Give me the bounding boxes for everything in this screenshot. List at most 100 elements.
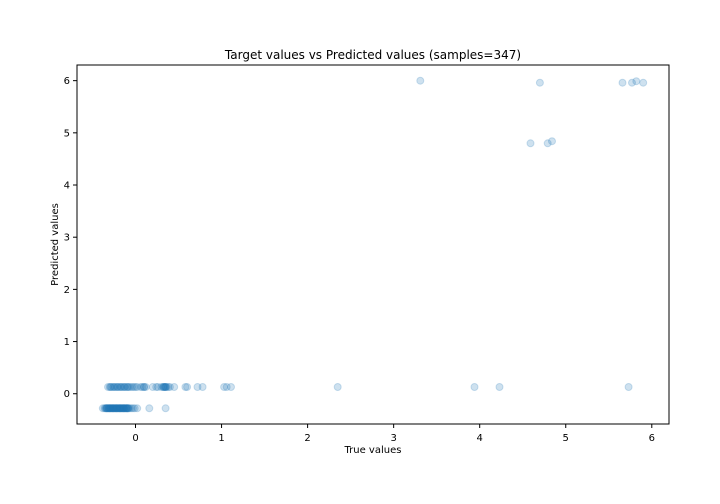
data-point — [639, 78, 648, 87]
data-point — [157, 383, 166, 391]
data-point — [115, 404, 124, 413]
data-point — [105, 404, 114, 413]
data-point — [104, 404, 113, 413]
data-point — [495, 383, 504, 391]
data-point — [165, 383, 174, 391]
data-point — [181, 383, 190, 391]
y-axis-label: Predicted values — [50, 203, 61, 286]
data-point — [124, 404, 133, 413]
x-tick-label: 3 — [390, 433, 396, 444]
data-point — [170, 383, 179, 391]
y-tick-label: 6 — [64, 76, 70, 87]
data-point — [121, 383, 130, 391]
data-point — [131, 383, 140, 391]
data-point — [116, 383, 125, 391]
y-tick-label: 1 — [64, 337, 70, 348]
data-point — [111, 404, 120, 413]
data-point — [112, 404, 121, 413]
data-point — [141, 383, 150, 391]
data-point — [470, 383, 479, 391]
data-point — [100, 404, 109, 413]
data-point — [133, 404, 142, 413]
data-point — [109, 404, 118, 413]
data-point — [140, 383, 149, 391]
data-point — [110, 383, 119, 391]
data-point — [116, 404, 125, 413]
x-tick-label: 5 — [563, 433, 569, 444]
data-point — [159, 383, 167, 391]
y-tick-label: 3 — [64, 233, 70, 244]
data-point — [183, 383, 192, 391]
data-point — [122, 404, 131, 413]
data-point — [148, 383, 157, 391]
data-point — [106, 404, 115, 413]
data-point — [160, 383, 169, 391]
y-tick-label: 0 — [64, 389, 70, 400]
data-point — [123, 383, 132, 391]
data-point — [104, 404, 112, 413]
x-axis: 0 1 2 3 4 5 6 — [132, 424, 655, 444]
data-point — [140, 383, 149, 391]
x-tick-label: 1 — [218, 433, 224, 444]
x-tick-label: 4 — [477, 433, 483, 444]
data-point — [126, 383, 135, 391]
data-point — [130, 404, 139, 413]
data-point — [117, 404, 126, 413]
data-point — [416, 76, 425, 85]
data-point — [122, 404, 130, 413]
data-point — [120, 383, 129, 391]
data-point — [103, 404, 112, 413]
data-point — [117, 383, 126, 391]
data-point — [162, 383, 171, 391]
data-point — [111, 404, 120, 413]
data-point — [113, 404, 122, 413]
data-point — [120, 404, 129, 413]
data-point — [106, 383, 115, 391]
data-point — [128, 383, 137, 391]
data-point — [125, 404, 134, 413]
data-point — [113, 404, 122, 413]
data-point — [118, 404, 127, 413]
data-point — [120, 404, 129, 413]
x-tick-label: 6 — [649, 433, 655, 444]
data-point — [108, 404, 117, 413]
x-tick-label: 0 — [132, 433, 138, 444]
data-point — [118, 404, 127, 413]
data-point — [122, 404, 130, 413]
data-point — [116, 404, 125, 413]
data-point — [193, 383, 202, 391]
data-point — [116, 383, 124, 391]
data-point — [548, 137, 556, 146]
data-point — [105, 404, 114, 413]
x-tick-label: 2 — [304, 433, 310, 444]
data-point — [119, 404, 128, 413]
data-point — [123, 404, 132, 413]
data-point — [628, 78, 636, 87]
data-point — [119, 383, 128, 391]
data-point — [110, 404, 119, 413]
data-point — [114, 404, 123, 413]
data-point — [119, 404, 128, 413]
data-point — [526, 139, 535, 148]
data-point — [145, 404, 154, 413]
data-point — [112, 404, 121, 413]
data-point — [102, 404, 111, 413]
data-point — [164, 383, 173, 391]
data-point — [543, 139, 552, 148]
data-point — [153, 383, 162, 391]
data-point — [159, 383, 168, 391]
data-point — [107, 383, 116, 391]
data-point — [102, 404, 111, 413]
points-layer — [98, 76, 648, 413]
data-point — [159, 383, 168, 391]
data-point — [110, 404, 118, 413]
data-point — [110, 404, 118, 413]
data-point — [103, 404, 112, 413]
data-point — [116, 404, 124, 413]
data-point — [128, 404, 137, 413]
data-point — [138, 383, 147, 391]
data-point — [124, 383, 133, 391]
data-point — [333, 383, 342, 391]
data-point — [161, 404, 170, 413]
